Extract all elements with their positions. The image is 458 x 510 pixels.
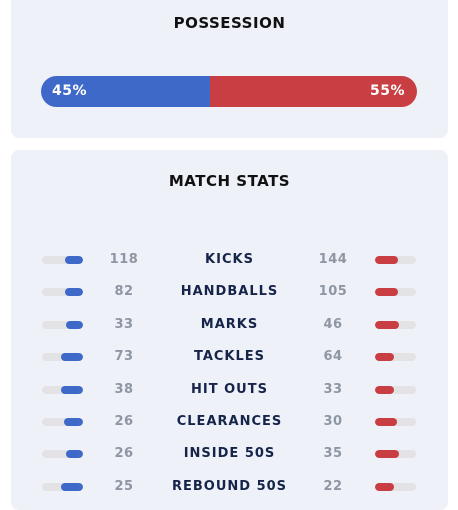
home-stat-bar-fill — [63, 417, 83, 426]
away-stat-value: 30 — [323, 413, 343, 429]
home-stat-value: 26 — [114, 446, 134, 462]
away-stat-bar-fill — [375, 450, 399, 459]
home-stat-bar — [42, 320, 83, 329]
away-stat-bar — [375, 482, 416, 491]
away-stat-bar-fill — [375, 385, 395, 394]
home-stat-value: 33 — [114, 316, 134, 332]
stat-label: KICKS — [205, 252, 254, 267]
home-stat-value: 73 — [114, 349, 134, 365]
match-stats-card: MATCH STATS 118 KICKS 144 82 HANDBALLS 105 33 M… — [11, 150, 448, 510]
home-stat-bar-fill — [65, 320, 83, 329]
possession-home-value: 45% — [52, 83, 88, 99]
stat-row: 82 HANDBALLS 105 — [11, 280, 448, 312]
home-stat-value: 118 — [109, 252, 139, 267]
home-stat-bar-fill — [65, 450, 83, 459]
stat-row: 25 REBOUND 50S 22 — [11, 475, 448, 507]
home-stat-value: 82 — [114, 284, 134, 300]
possession-bar: 45% 55% — [41, 76, 417, 107]
home-stat-bar-fill — [61, 353, 83, 362]
stat-label: CLEARANCES — [176, 413, 283, 429]
home-stat-bar — [42, 385, 83, 394]
away-stat-bar-fill — [375, 320, 399, 329]
away-stat-bar — [375, 256, 416, 264]
away-stat-bar — [375, 450, 416, 459]
away-stat-value: 46 — [323, 316, 343, 332]
away-stat-value: 35 — [323, 446, 343, 462]
possession-away-segment: 55% — [210, 76, 417, 107]
stat-row: 118 KICKS 144 — [11, 248, 448, 280]
home-stat-bar-fill — [64, 256, 83, 264]
stat-label: TACKLES — [193, 349, 266, 365]
stat-label: INSIDE 50S — [183, 446, 276, 462]
home-stat-bar — [42, 450, 83, 459]
possession-card: POSSESSION 45% 55% — [11, 0, 448, 138]
home-stat-value: 25 — [114, 478, 134, 494]
away-stat-bar — [375, 288, 416, 297]
away-stat-value: 22 — [323, 478, 343, 494]
possession-away-value: 55% — [369, 83, 405, 99]
away-stat-value: 33 — [323, 381, 343, 397]
home-stat-bar-fill — [61, 385, 83, 394]
possession-home-segment: 45% — [41, 76, 211, 107]
home-stat-bar — [42, 353, 83, 362]
away-stat-value: 105 — [318, 284, 348, 300]
away-stat-bar-fill — [375, 482, 395, 491]
stat-label: REBOUND 50S — [171, 478, 288, 494]
stat-label: MARKS — [200, 316, 259, 332]
home-stat-bar-fill — [65, 288, 83, 297]
home-stat-bar — [42, 482, 83, 491]
away-stat-bar-fill — [375, 417, 397, 426]
away-stat-bar — [375, 417, 416, 426]
stat-row: 33 MARKS 46 — [11, 313, 448, 345]
away-stat-bar-fill — [375, 288, 399, 297]
away-stat-value: 64 — [323, 349, 343, 365]
home-stat-value: 38 — [114, 381, 134, 397]
match-stats-list: 118 KICKS 144 82 HANDBALLS 105 33 MARKS 46 73 TACK… — [11, 248, 448, 507]
possession-title: POSSESSION — [173, 14, 286, 32]
stat-label: HANDBALLS — [180, 284, 279, 300]
stat-row: 73 TACKLES 64 — [11, 345, 448, 377]
home-stat-bar — [42, 256, 83, 264]
away-stat-bar — [375, 385, 416, 394]
away-stat-bar — [375, 353, 416, 362]
home-stat-bar — [42, 288, 83, 297]
away-stat-bar-fill — [375, 353, 395, 362]
home-stat-bar — [42, 417, 83, 426]
stat-row: 26 INSIDE 50S 35 — [11, 442, 448, 474]
home-stat-bar-fill — [61, 482, 83, 491]
match-stats-title: MATCH STATS — [168, 172, 291, 190]
home-stat-value: 26 — [114, 413, 134, 429]
away-stat-bar — [375, 320, 416, 329]
stat-row: 26 CLEARANCES 30 — [11, 410, 448, 442]
away-stat-value: 144 — [318, 252, 348, 267]
away-stat-bar-fill — [375, 256, 398, 264]
stat-row: 38 HIT OUTS 33 — [11, 378, 448, 410]
stat-label: HIT OUTS — [191, 381, 268, 397]
